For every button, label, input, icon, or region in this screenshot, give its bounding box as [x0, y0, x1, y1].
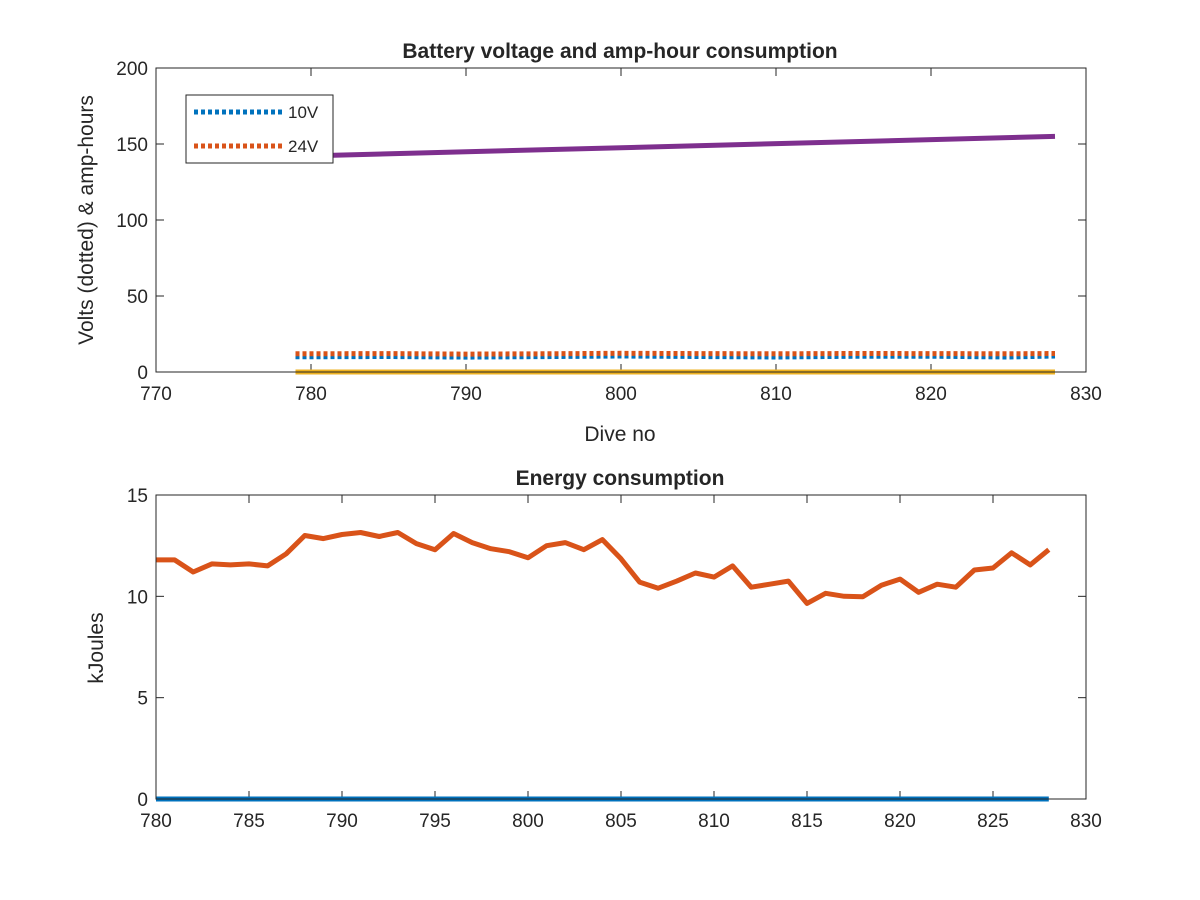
axis-ticks: 770 780 790 800 810 820 830 0 50 100 150 200	[116, 59, 1102, 405]
axis-ticks: 780 785 790 795 800 805 810 815 820 825 830 0 5 10 15	[127, 486, 1102, 832]
y-tick-label: 200	[116, 59, 148, 80]
chart-title: Energy consumption	[516, 467, 725, 490]
x-tick-label: 800	[605, 384, 637, 405]
y-axis-label: kJoules	[85, 612, 108, 683]
y-tick-label: 5	[137, 689, 148, 710]
x-tick-label: 820	[915, 384, 947, 405]
legend-label-24v: 24V	[288, 137, 319, 156]
x-tick-label: 830	[1070, 811, 1102, 832]
y-tick-label: 0	[137, 363, 148, 384]
series-line-10v	[295, 353, 1056, 360]
x-tick-label: 820	[884, 811, 916, 832]
x-tick-label: 825	[977, 811, 1009, 832]
legend-box	[185, 94, 334, 164]
axes-box	[155, 67, 1087, 373]
x-tick-label: 790	[326, 811, 358, 832]
x-tick-label: 790	[450, 384, 482, 405]
chart-title: Battery voltage and amp-hour consumption	[402, 40, 837, 63]
x-tick-label: 795	[419, 811, 451, 832]
x-tick-label: 770	[140, 384, 172, 405]
x-tick-label: 830	[1070, 384, 1102, 405]
axes-box	[155, 494, 1087, 800]
series-line-purple	[295, 133, 1056, 159]
y-tick-label: 100	[116, 211, 148, 232]
x-tick-label: 785	[233, 811, 265, 832]
x-tick-label: 805	[605, 811, 637, 832]
x-axis-label: Dive no	[584, 423, 655, 446]
legend: 10V 24V	[185, 94, 334, 164]
x-tick-label: 810	[698, 811, 730, 832]
chart-energy-consumption: Energy consumption kJoules 780 785 790 795 8…	[85, 467, 1102, 832]
legend-label-10v: 10V	[288, 103, 319, 122]
x-tick-label: 810	[760, 384, 792, 405]
y-tick-label: 150	[116, 135, 148, 156]
series-line-orange	[156, 530, 1051, 606]
y-axis-label: Volts (dotted) & amp-hours	[75, 95, 98, 345]
x-tick-label: 780	[295, 384, 327, 405]
x-tick-label: 800	[512, 811, 544, 832]
y-tick-label: 50	[127, 287, 148, 308]
chart-battery-voltage: Battery voltage and amp-hour consumption…	[75, 40, 1102, 446]
series-line-24v	[295, 350, 1056, 357]
y-tick-label: 15	[127, 486, 148, 507]
y-tick-label: 10	[127, 587, 148, 608]
x-tick-label: 815	[791, 811, 823, 832]
y-tick-label: 0	[137, 790, 148, 811]
x-tick-label: 780	[140, 811, 172, 832]
